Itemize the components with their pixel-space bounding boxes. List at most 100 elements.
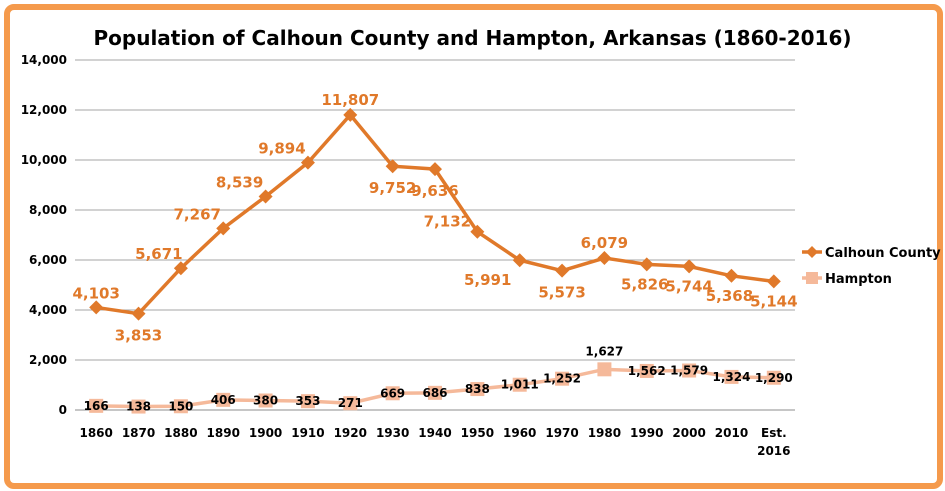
marker-hampton xyxy=(766,370,781,385)
x-tick-label: 2010 xyxy=(715,426,748,440)
x-tick-label: Est. 2016 xyxy=(757,426,790,458)
x-tick-label: 1970 xyxy=(545,426,578,440)
marker-calhoun xyxy=(131,306,146,321)
marker-calhoun xyxy=(597,251,612,266)
legend-label-hampton: Hampton xyxy=(825,272,892,287)
data-label-hampton: 406 xyxy=(211,393,236,407)
data-label-hampton: 150 xyxy=(168,399,193,413)
data-label-hampton: 686 xyxy=(422,386,447,400)
y-tick-label: 10,000 xyxy=(21,153,67,167)
data-label-calhoun: 9,894 xyxy=(258,140,305,158)
marker-hampton xyxy=(639,363,654,378)
marker-calhoun xyxy=(766,274,781,289)
data-label-hampton: 271 xyxy=(338,396,363,410)
x-tick-label: 1980 xyxy=(588,426,621,440)
data-label-calhoun: 7,267 xyxy=(174,205,221,223)
data-label-hampton: 1,324 xyxy=(712,370,750,384)
data-label-calhoun: 7,132 xyxy=(424,213,471,231)
marker-calhoun xyxy=(173,261,188,276)
data-label-calhoun: 11,807 xyxy=(321,91,379,109)
x-tick-label: 1860 xyxy=(79,426,112,440)
marker-calhoun xyxy=(385,159,400,174)
y-tick-label: 8,000 xyxy=(29,203,67,217)
x-tick-label: 1950 xyxy=(461,426,494,440)
y-tick-label: 14,000 xyxy=(21,53,67,67)
x-tick-label: 1890 xyxy=(207,426,240,440)
data-label-hampton: 353 xyxy=(295,394,320,408)
x-tick-label: 1900 xyxy=(249,426,282,440)
marker-calhoun xyxy=(428,162,442,177)
x-tick-label: 1920 xyxy=(334,426,367,440)
marker-calhoun xyxy=(258,189,273,204)
x-tick-label: 2000 xyxy=(672,426,705,440)
chart-title: Population of Calhoun County and Hampton… xyxy=(93,26,852,50)
legend-label-calhoun: Calhoun County xyxy=(825,246,941,261)
data-label-calhoun: 5,144 xyxy=(750,292,797,310)
data-label-calhoun: 9,636 xyxy=(411,182,458,200)
marker-hampton xyxy=(597,362,612,377)
marker-calhoun xyxy=(639,257,654,272)
data-label-calhoun: 5,826 xyxy=(621,275,668,293)
marker-hampton xyxy=(428,385,442,400)
marker-hampton xyxy=(131,399,146,414)
data-label-calhoun: 5,744 xyxy=(665,277,712,295)
x-tick-label: 1880 xyxy=(164,426,197,440)
marker-hampton xyxy=(173,399,188,414)
marker-calhoun xyxy=(724,268,739,283)
x-tick-label: 1910 xyxy=(291,426,324,440)
y-tick-label: 0 xyxy=(59,403,67,417)
x-tick-label: 1960 xyxy=(503,426,536,440)
legend-marker-hampton xyxy=(806,272,818,284)
data-label-hampton: 1,252 xyxy=(543,372,581,386)
data-label-calhoun: 5,671 xyxy=(135,245,182,263)
legend-marker-calhoun xyxy=(806,246,818,258)
data-label-hampton: 166 xyxy=(84,399,109,413)
marker-calhoun xyxy=(343,107,358,122)
data-label-hampton: 669 xyxy=(380,386,405,400)
chart-frame xyxy=(4,4,943,489)
data-label-hampton: 1,579 xyxy=(670,364,708,378)
marker-hampton xyxy=(385,386,400,401)
marker-hampton xyxy=(216,392,231,407)
data-label-hampton: 1,011 xyxy=(501,378,539,392)
marker-hampton xyxy=(512,377,527,392)
data-label-calhoun: 6,079 xyxy=(581,234,628,252)
marker-calhoun xyxy=(300,155,315,170)
x-tick-label: 1930 xyxy=(376,426,409,440)
data-label-calhoun: 3,853 xyxy=(115,327,162,345)
data-label-hampton: 1,290 xyxy=(755,371,793,385)
data-label-calhoun: 4,103 xyxy=(72,284,119,302)
marker-hampton xyxy=(300,394,315,409)
marker-hampton xyxy=(470,382,485,397)
data-label-calhoun: 5,368 xyxy=(706,287,753,305)
x-tick-label: 1870 xyxy=(122,426,155,440)
marker-calhoun xyxy=(682,259,697,274)
marker-hampton xyxy=(343,396,358,411)
y-tick-label: 4,000 xyxy=(29,303,67,317)
y-tick-label: 12,000 xyxy=(21,103,67,117)
data-label-hampton: 838 xyxy=(465,382,490,396)
data-label-calhoun: 9,752 xyxy=(369,179,416,197)
data-label-calhoun: 5,991 xyxy=(464,271,511,289)
data-label-hampton: 380 xyxy=(253,394,278,408)
marker-hampton xyxy=(89,398,104,413)
data-label-hampton: 138 xyxy=(126,400,151,414)
data-label-hampton: 1,627 xyxy=(585,344,623,358)
marker-calhoun xyxy=(89,300,104,315)
marker-calhoun xyxy=(470,224,485,239)
marker-calhoun xyxy=(216,221,231,236)
x-tick-label: 1990 xyxy=(630,426,663,440)
data-label-hampton: 1,562 xyxy=(628,364,666,378)
y-tick-label: 2,000 xyxy=(29,353,67,367)
marker-calhoun xyxy=(555,263,570,278)
marker-calhoun xyxy=(512,253,527,268)
x-tick-label: 1940 xyxy=(418,426,451,440)
marker-hampton xyxy=(682,363,697,378)
marker-hampton xyxy=(258,393,273,408)
data-label-calhoun: 8,539 xyxy=(216,174,263,192)
marker-hampton xyxy=(555,371,570,386)
y-tick-label: 6,000 xyxy=(29,253,67,267)
data-label-calhoun: 5,573 xyxy=(538,284,585,302)
marker-hampton xyxy=(724,369,739,384)
